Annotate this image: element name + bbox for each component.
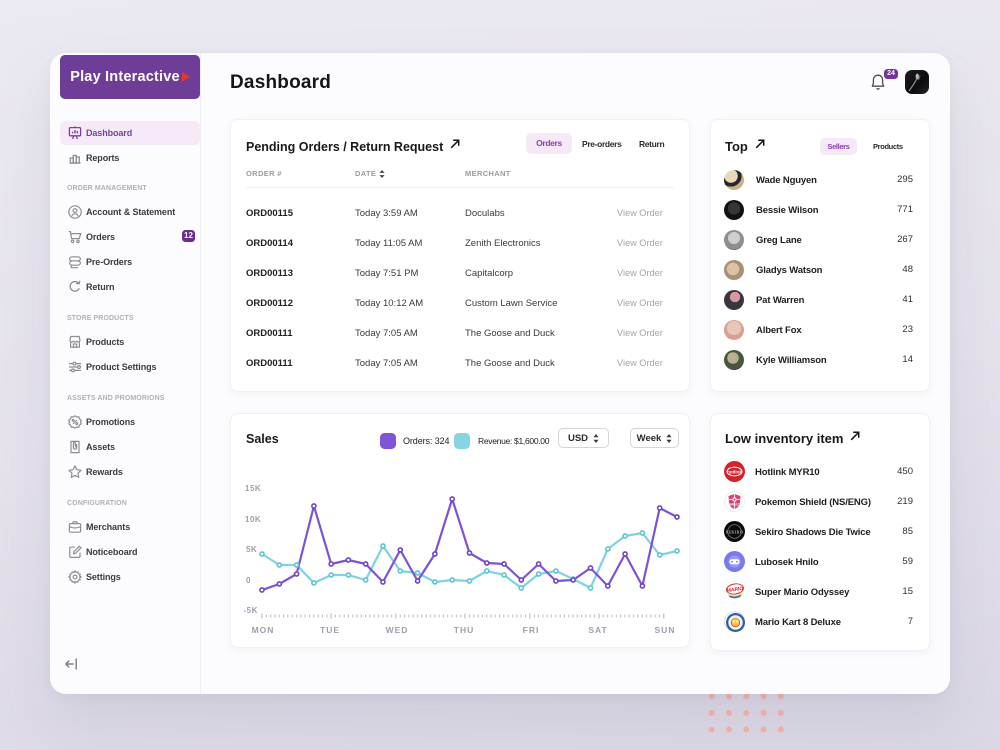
svg-text:15K: 15K	[245, 484, 261, 493]
svg-text:MARIO: MARIO	[726, 586, 743, 594]
svg-text:SHIELD: SHIELD	[728, 503, 741, 507]
svg-text:WED: WED	[386, 625, 409, 635]
svg-text:SUN: SUN	[655, 625, 676, 635]
svg-text:MON: MON	[252, 625, 275, 635]
svg-text:0: 0	[246, 576, 251, 585]
svg-text:5K: 5K	[246, 545, 257, 554]
svg-text:THU: THU	[454, 625, 474, 635]
svg-text:SEKIRO: SEKIRO	[726, 529, 744, 534]
svg-text:10K: 10K	[245, 515, 261, 524]
svg-text:FRI: FRI	[523, 625, 540, 635]
svg-text:-5K: -5K	[244, 606, 258, 615]
svg-text:SAT: SAT	[588, 625, 607, 635]
svg-text:TUE: TUE	[320, 625, 340, 635]
svg-text:hotlink: hotlink	[727, 470, 742, 475]
